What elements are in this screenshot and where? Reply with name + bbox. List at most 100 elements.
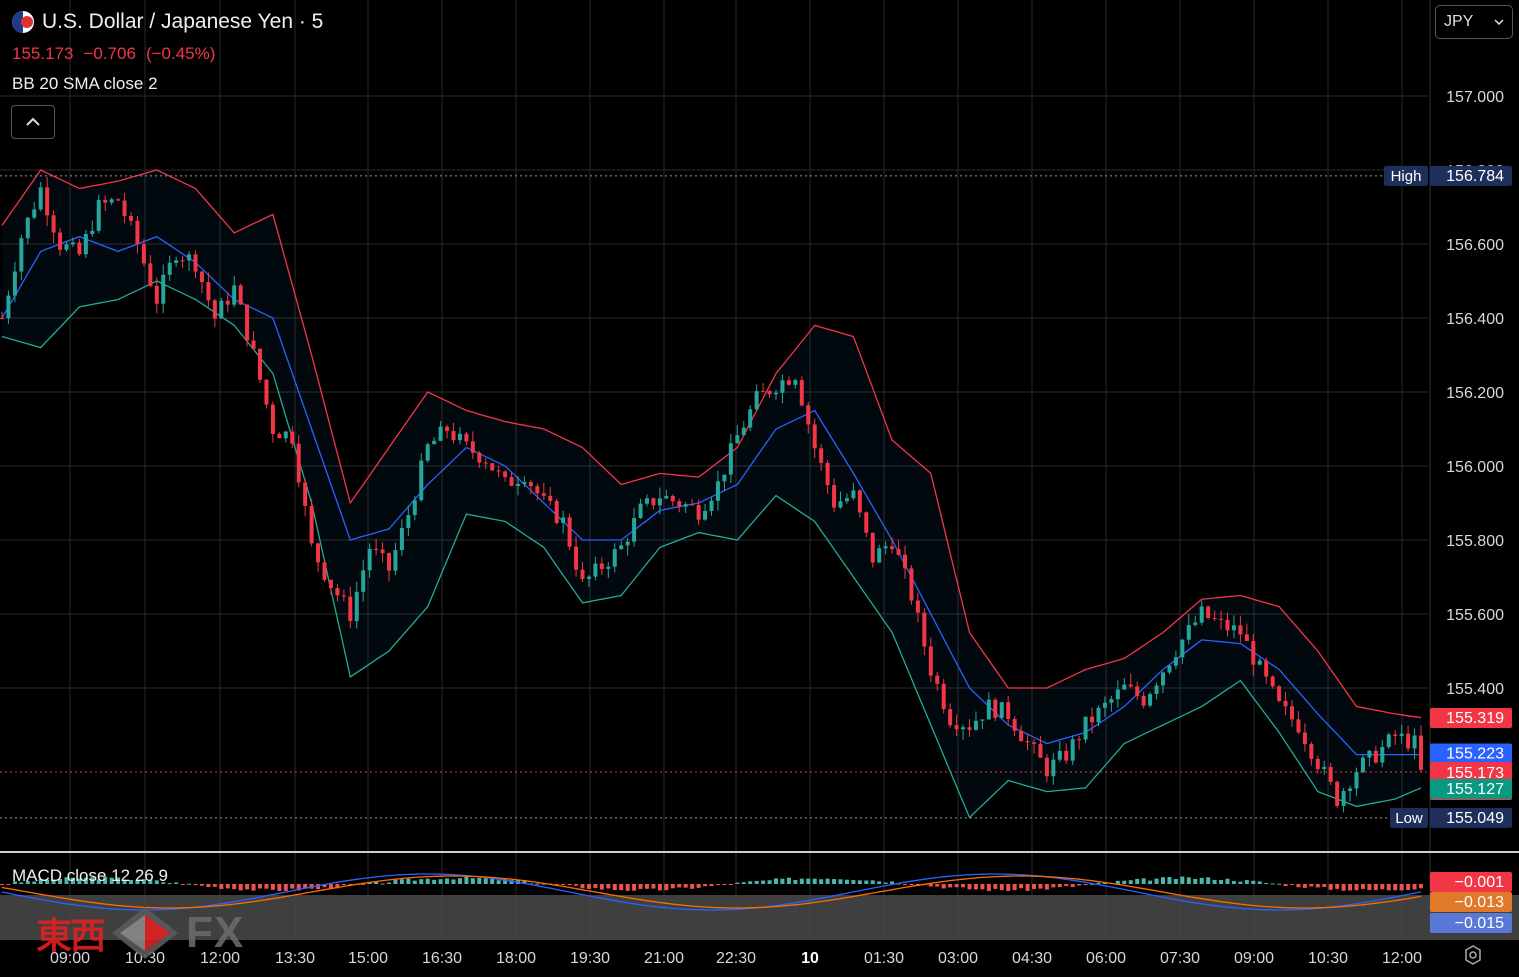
candle-body xyxy=(406,515,411,528)
candle-body xyxy=(135,220,140,245)
macd-hist-bar xyxy=(296,884,301,891)
macd-hist-bar xyxy=(6,884,11,885)
macd-hist-bar xyxy=(1128,880,1133,884)
candle-body xyxy=(51,215,56,233)
candle-body xyxy=(670,495,675,502)
candle-body xyxy=(6,295,11,319)
macd-hist-bar xyxy=(1283,884,1288,887)
macd-hist-bar xyxy=(645,884,649,889)
candle-body xyxy=(554,500,559,523)
candle-body xyxy=(528,482,533,487)
candle-body xyxy=(1038,743,1043,758)
symbol-title-row[interactable]: U.S. Dollar / Japanese Yen · 5 xyxy=(12,10,323,34)
macd-value-bg xyxy=(1430,892,1512,912)
candle-body xyxy=(645,498,649,504)
currency-select[interactable]: JPY xyxy=(1435,5,1513,39)
macd-hist-bar xyxy=(1154,878,1159,884)
macd-hist-bar xyxy=(180,884,185,886)
macd-hist-bar xyxy=(1335,884,1340,889)
macd-hist-bar xyxy=(451,879,456,884)
candle-body xyxy=(1309,744,1314,759)
macd-hist-bar xyxy=(1322,884,1327,887)
candle-body xyxy=(412,500,417,516)
macd-hist-bar xyxy=(1051,884,1056,888)
collapse-button[interactable] xyxy=(11,105,55,139)
candle-body xyxy=(606,566,611,569)
time-axis[interactable]: 09:00 10:30 12:00 13:30 15:00 16:30 18:00 19:30… xyxy=(50,950,1422,967)
candle-body xyxy=(954,725,959,730)
macd-hist-bar xyxy=(58,879,63,884)
macd-hist-bar xyxy=(90,877,95,884)
candle-body xyxy=(432,440,437,445)
x-tick-label: 19:30 xyxy=(570,950,610,967)
x-tick-label: 15:00 xyxy=(348,950,388,967)
macd-hist-bar xyxy=(1296,884,1301,888)
macd-hist-bar xyxy=(187,883,192,885)
macd-hist-bar xyxy=(490,877,495,884)
candle-body xyxy=(761,391,766,393)
macd-hist-value-bg xyxy=(1430,872,1512,892)
candle-body xyxy=(83,234,88,255)
candle-body xyxy=(1322,766,1327,770)
macd-hist-bar xyxy=(664,884,669,891)
x-tick-label: 09:00 xyxy=(1234,950,1274,967)
price-change: −0.706 xyxy=(83,44,136,63)
candle-body xyxy=(109,199,114,203)
candle-body xyxy=(193,254,198,272)
macd-hist-bar xyxy=(212,884,217,887)
candle-body xyxy=(296,443,301,483)
candle-body xyxy=(1115,689,1120,700)
candle-body xyxy=(335,588,340,596)
macd-hist-bar xyxy=(619,884,624,891)
candle-body xyxy=(638,503,643,519)
macd-hist-bar xyxy=(703,884,708,887)
macd-hist-bar xyxy=(1096,882,1101,884)
last-price: 155.173 xyxy=(12,44,74,63)
macd-hist-bar xyxy=(677,884,682,888)
macd-hist-bar xyxy=(387,882,391,884)
macd-hist-bar xyxy=(509,880,514,884)
macd-hist-bar xyxy=(1019,884,1024,889)
macd-hist-bar xyxy=(819,879,824,884)
macd-hist-value: −0.001 xyxy=(1455,874,1504,891)
macd-hist-bar xyxy=(470,878,475,884)
macd-hist-bar xyxy=(1399,884,1404,891)
candle-body xyxy=(58,232,63,250)
price-axis[interactable]: 157.000156.800156.600156.400156.200156.0… xyxy=(1384,89,1512,828)
low-tag-label: Low xyxy=(1395,810,1423,827)
macd-hist-bar xyxy=(967,884,972,890)
macd-hist-bar xyxy=(903,884,907,885)
candle-body xyxy=(477,452,482,463)
macd-hist-bar xyxy=(709,884,714,887)
candle-body xyxy=(316,543,321,563)
macd-hist-bar xyxy=(1386,884,1391,891)
macd-hist-bar xyxy=(406,878,411,884)
candle-body xyxy=(619,545,624,550)
macd-hist-bar xyxy=(1038,884,1043,889)
gear-icon[interactable] xyxy=(1462,945,1484,967)
macd-hist-bar xyxy=(445,878,450,884)
candle-body xyxy=(548,495,553,501)
candle-body xyxy=(948,709,953,726)
candle-body xyxy=(116,199,121,201)
macd-hist-bar xyxy=(1006,884,1011,891)
macd-hist-bar xyxy=(419,879,424,884)
candle-body xyxy=(1044,757,1049,777)
macd-hist-bar xyxy=(1412,884,1417,890)
macd-hist-bar xyxy=(941,884,946,889)
candle-body xyxy=(90,230,95,235)
candle-body xyxy=(625,541,630,546)
candle-body xyxy=(161,274,166,304)
macd-hist-bar xyxy=(890,881,895,884)
macd-indicator-label[interactable]: MACD close 12 26 9 xyxy=(12,866,168,885)
bb-indicator-label[interactable]: BB 20 SMA close 2 xyxy=(12,74,158,93)
logo-diamond-icon xyxy=(112,907,179,959)
last-price-value: 155.173 xyxy=(1446,765,1504,782)
candle-body xyxy=(793,380,798,385)
candle-body xyxy=(1141,695,1146,706)
macd-hist-bar xyxy=(1244,880,1249,884)
low-tag-bg xyxy=(1390,807,1428,828)
candle-body xyxy=(1161,672,1165,686)
